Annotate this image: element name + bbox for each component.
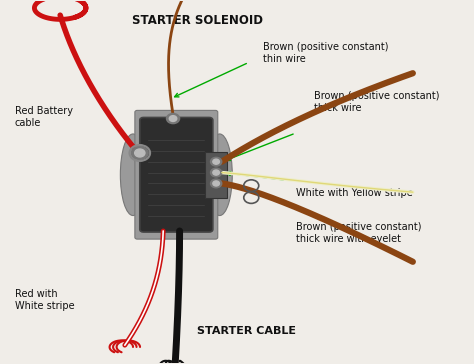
- Text: Brown (positive constant)
thick wire: Brown (positive constant) thick wire: [314, 91, 440, 113]
- Circle shape: [213, 181, 219, 186]
- Circle shape: [210, 157, 222, 166]
- Circle shape: [169, 116, 177, 122]
- FancyBboxPatch shape: [135, 110, 218, 239]
- Circle shape: [213, 159, 219, 164]
- Ellipse shape: [120, 134, 146, 215]
- Text: White with Yellow stripe: White with Yellow stripe: [296, 188, 412, 198]
- FancyBboxPatch shape: [140, 118, 213, 232]
- Text: STARTER SOLENOID: STARTER SOLENOID: [132, 14, 263, 27]
- Text: Brown (positive constant)
thin wire: Brown (positive constant) thin wire: [263, 43, 389, 64]
- Circle shape: [166, 114, 180, 124]
- Circle shape: [135, 149, 145, 157]
- Text: Red with
White stripe: Red with White stripe: [15, 289, 74, 310]
- Circle shape: [131, 146, 148, 159]
- Text: Brown (positive constant)
thick wire with eyelet: Brown (positive constant) thick wire wit…: [296, 222, 421, 244]
- FancyBboxPatch shape: [205, 152, 227, 198]
- Circle shape: [210, 179, 222, 188]
- Ellipse shape: [207, 134, 232, 215]
- Circle shape: [213, 170, 219, 175]
- Text: Red Battery
cable: Red Battery cable: [15, 106, 73, 127]
- Text: STARTER CABLE: STARTER CABLE: [197, 326, 296, 336]
- Circle shape: [210, 168, 222, 177]
